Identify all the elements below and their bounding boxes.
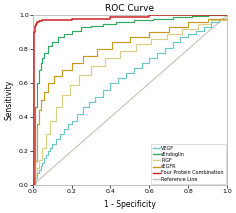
- Y-axis label: Sensitivity: Sensitivity: [4, 80, 13, 120]
- Legend: VEGF, sEndoglin, PlGF, sEGFR, Four Protein Combination, Reference Line: VEGF, sEndoglin, PlGF, sEGFR, Four Prote…: [151, 144, 226, 184]
- X-axis label: 1 - Specificity: 1 - Specificity: [104, 200, 156, 209]
- Title: ROC Curve: ROC Curve: [105, 4, 154, 13]
